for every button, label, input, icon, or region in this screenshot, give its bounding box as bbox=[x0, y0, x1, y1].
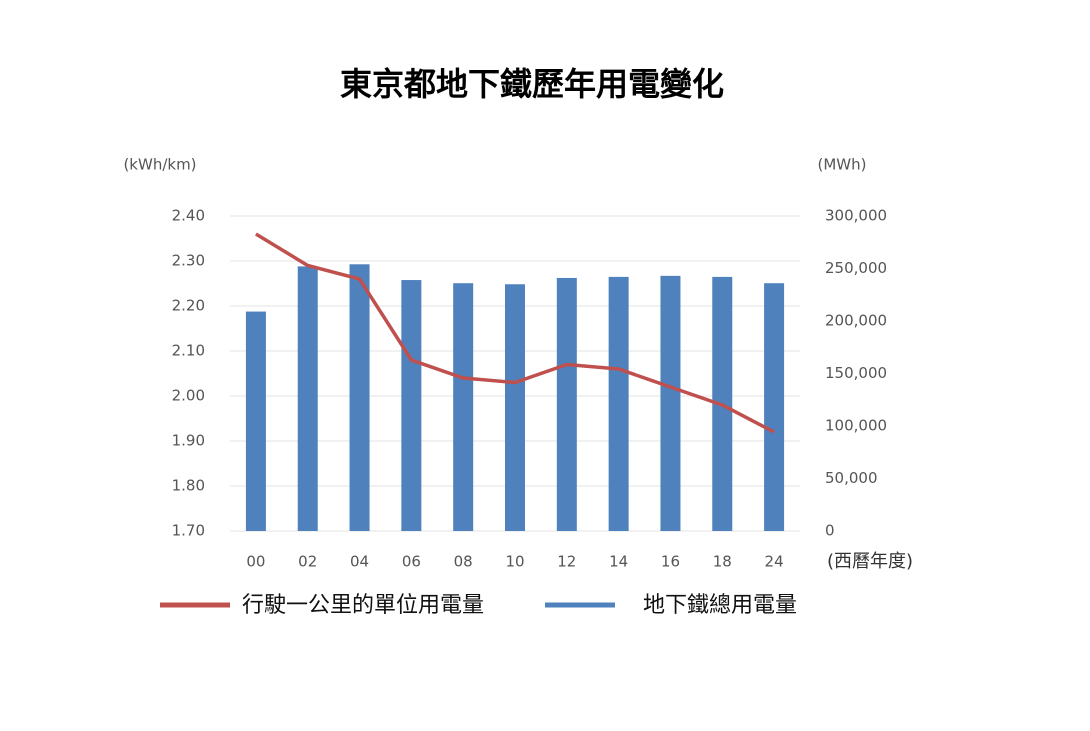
x-tick-label: 14 bbox=[609, 553, 628, 571]
y2-axis-label: (MWh) bbox=[818, 156, 867, 174]
y-tick-label: 2.00 bbox=[172, 387, 205, 405]
line bbox=[254, 232, 775, 434]
bar bbox=[453, 283, 474, 531]
x-tick-label: 00 bbox=[246, 553, 265, 571]
y2-tick-label: 50,000 bbox=[825, 469, 878, 487]
bar bbox=[297, 266, 318, 531]
x-tick-label: 10 bbox=[505, 553, 524, 571]
y2-tick-label: 200,000 bbox=[825, 312, 887, 330]
y-tick-label: 2.10 bbox=[172, 342, 205, 360]
x-tick-label: 02 bbox=[298, 553, 317, 571]
y2-tick-label: 150,000 bbox=[825, 364, 887, 382]
y2-tick-label: 300,000 bbox=[825, 207, 887, 225]
x-tick-label: 08 bbox=[454, 553, 473, 571]
bar bbox=[556, 277, 577, 531]
y-tick-label: 2.20 bbox=[172, 297, 205, 315]
bar bbox=[245, 311, 266, 531]
y-tick-label: 2.30 bbox=[172, 252, 205, 270]
x-axis-label: (西曆年度) bbox=[827, 551, 913, 572]
bar bbox=[505, 284, 525, 531]
y-tick-label: 1.80 bbox=[172, 477, 205, 495]
x-tick-label: 16 bbox=[661, 553, 680, 571]
bar bbox=[608, 276, 629, 531]
y2-tick-label: 0 bbox=[825, 522, 835, 540]
x-tick-label: 06 bbox=[402, 553, 421, 571]
x-tick-label: 12 bbox=[557, 553, 576, 571]
y-tick-label: 1.90 bbox=[172, 432, 205, 450]
y-axis-label: (kWh/km) bbox=[123, 156, 196, 174]
chart-title: 東京都地下鐵歷年用電變化 bbox=[340, 65, 724, 103]
y2-tick-label: 250,000 bbox=[825, 259, 887, 277]
y2-tick-label: 100,000 bbox=[825, 417, 887, 435]
y-tick-label: 1.70 bbox=[172, 522, 205, 540]
bar bbox=[764, 283, 785, 531]
legend-label: 行駛一公里的單位用電量 bbox=[242, 593, 484, 618]
bar bbox=[401, 280, 422, 531]
y-tick-label: 2.40 bbox=[172, 207, 205, 225]
x-tick-label: 24 bbox=[765, 553, 784, 571]
bar bbox=[660, 275, 681, 531]
x-tick-label: 18 bbox=[713, 553, 732, 571]
x-tick-label: 04 bbox=[350, 553, 369, 571]
legend-label: 地下鐵總用電量 bbox=[643, 593, 797, 618]
bar bbox=[349, 264, 370, 531]
